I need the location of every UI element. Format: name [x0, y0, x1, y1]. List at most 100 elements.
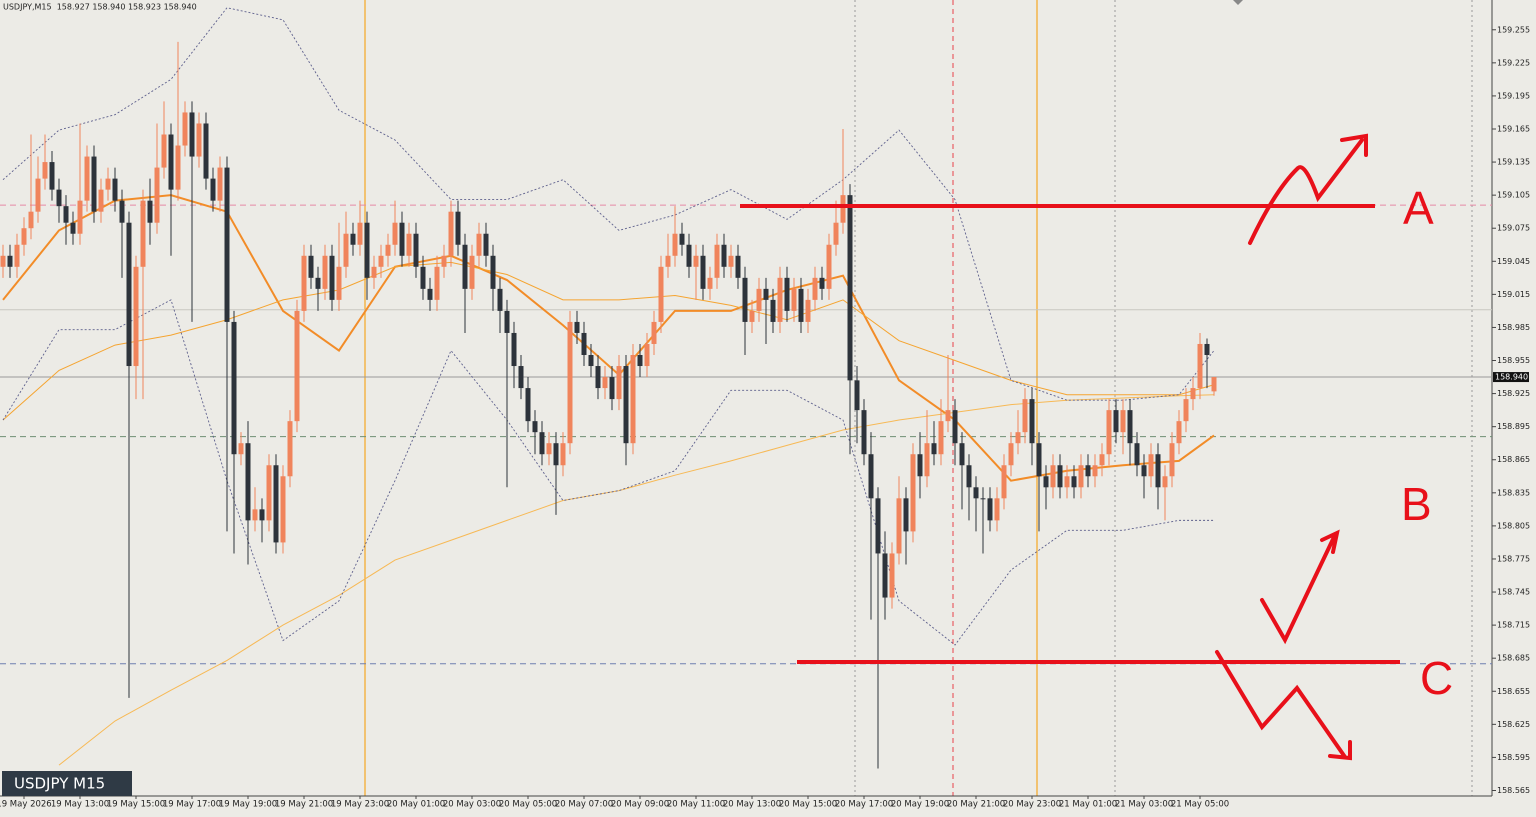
- candle-body: [826, 244, 832, 289]
- candle-body: [644, 343, 650, 367]
- candle-body: [1001, 465, 1007, 499]
- x-tick-label: 20 May 03:00: [443, 800, 501, 810]
- candle-body: [623, 366, 629, 444]
- candle-body: [420, 266, 426, 289]
- candle-body: [651, 321, 657, 344]
- candle-body: [784, 277, 790, 311]
- candle-body: [1008, 443, 1014, 466]
- candle-body: [217, 167, 223, 201]
- candle-body: [1106, 410, 1112, 455]
- price-box: [1493, 372, 1529, 383]
- x-tick-label: 19 May 15:00: [107, 800, 165, 810]
- x-tick-label: 20 May 05:00: [499, 800, 557, 810]
- candle-body: [798, 288, 804, 322]
- x-tick-label: 19 May 19:00: [219, 800, 277, 810]
- candle-body: [455, 211, 461, 245]
- candle-body: [259, 509, 265, 521]
- y-tick-label: 158.595: [1497, 753, 1530, 762]
- watermark: USDJPY M15: [14, 775, 105, 793]
- candle-body: [308, 255, 314, 278]
- candle-body: [14, 244, 20, 267]
- candle-body: [406, 233, 412, 256]
- candle-body: [126, 222, 132, 367]
- candle-body: [189, 112, 195, 157]
- candle-body: [147, 200, 153, 223]
- y-tick-label: 158.565: [1497, 786, 1530, 795]
- candle-body: [812, 277, 818, 300]
- x-tick-label: 20 May 19:00: [891, 800, 949, 810]
- candle-body: [399, 222, 405, 256]
- x-tick-label: 21 May 03:00: [1115, 800, 1173, 810]
- annotation-arrow: [1248, 133, 1368, 245]
- y-tick-label: 159.225: [1497, 58, 1530, 67]
- candle-body: [910, 454, 916, 532]
- x-tick-label: 19 May 17:00: [163, 800, 221, 810]
- candle-body: [1085, 465, 1091, 477]
- candle-body: [602, 377, 608, 389]
- candle-body: [476, 233, 482, 256]
- candle-body: [1057, 465, 1063, 488]
- candle-body: [581, 332, 587, 356]
- candle-body: [49, 162, 55, 190]
- candle-body: [875, 498, 881, 554]
- candle-body: [210, 178, 216, 201]
- candle-body: [329, 255, 335, 300]
- x-tick-label: 21 May 05:00: [1171, 800, 1229, 810]
- candle-body: [630, 355, 636, 444]
- candle-body: [609, 377, 615, 400]
- candle-body: [1141, 465, 1147, 477]
- candle-body: [931, 443, 937, 455]
- candle-body: [7, 255, 13, 267]
- candle-body: [973, 487, 979, 499]
- y-tick-label: 159.165: [1497, 124, 1530, 133]
- candle-body: [756, 288, 762, 311]
- y-tick-label: 158.715: [1497, 621, 1530, 630]
- candle-body: [1029, 399, 1035, 444]
- candle-body: [959, 443, 965, 466]
- candle-body: [1113, 410, 1119, 433]
- candle-body: [1092, 465, 1098, 477]
- candle-body: [532, 421, 538, 433]
- y-tick-label: 158.835: [1497, 488, 1530, 497]
- candle-body: [1148, 454, 1154, 477]
- candle-body: [987, 498, 993, 521]
- annotation-arrow: [1215, 650, 1352, 761]
- candle-body: [868, 454, 874, 499]
- candle-body: [133, 266, 139, 367]
- y-tick-label: 158.955: [1497, 356, 1530, 365]
- candle-body: [917, 454, 923, 477]
- candle-body: [469, 255, 475, 289]
- candle-body: [175, 145, 181, 190]
- candle-body: [413, 233, 419, 267]
- candle-body: [168, 134, 174, 190]
- candle-body: [1036, 443, 1042, 477]
- candle-body: [273, 465, 279, 543]
- candle-body: [504, 310, 510, 333]
- candle-body: [847, 195, 853, 381]
- candle-body: [672, 233, 678, 256]
- candle-body: [196, 123, 202, 157]
- candle-body: [315, 277, 321, 289]
- x-tick-label: 20 May 23:00: [1003, 800, 1061, 810]
- candle-body: [658, 266, 664, 322]
- candle-body: [1197, 343, 1203, 389]
- candle-body: [231, 321, 237, 455]
- candle-body: [1043, 476, 1049, 488]
- x-tick-label: 20 May 15:00: [779, 800, 837, 810]
- candle-body: [896, 498, 902, 554]
- candle-body: [588, 355, 594, 367]
- candle-body: [882, 553, 888, 598]
- candle-body: [105, 178, 111, 190]
- candle-body: [854, 380, 860, 411]
- x-tick-label: 20 May 09:00: [611, 800, 669, 810]
- candle-body: [364, 222, 370, 278]
- candle-body: [336, 266, 342, 300]
- candle-body: [763, 288, 769, 300]
- candle-body: [665, 255, 671, 267]
- candle-body: [252, 509, 258, 521]
- candle-body: [98, 189, 104, 212]
- candle-body: [616, 366, 622, 400]
- candle-body: [539, 432, 545, 455]
- candle-body: [448, 211, 454, 256]
- y-tick-label: 159.195: [1497, 91, 1530, 100]
